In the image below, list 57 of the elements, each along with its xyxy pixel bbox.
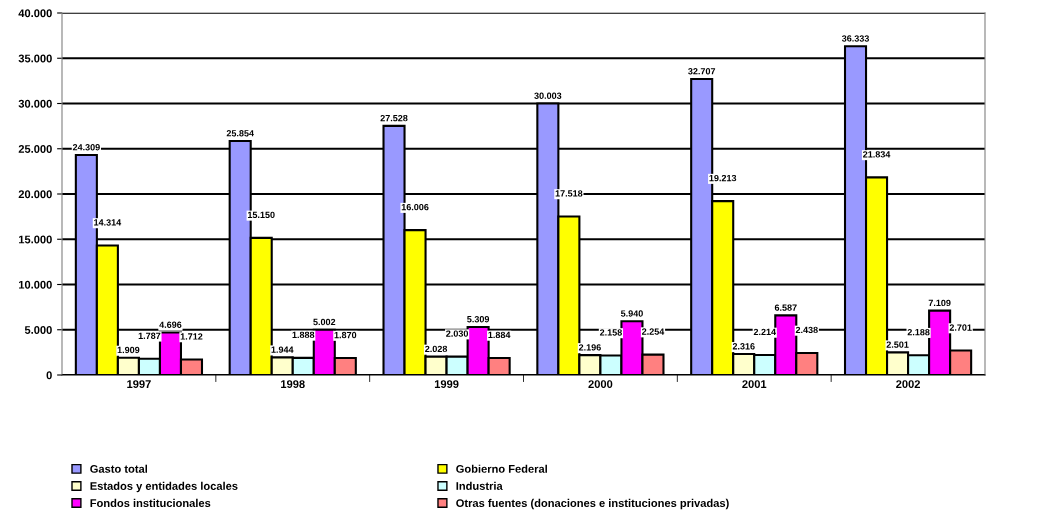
y-tick-label: 10.000 xyxy=(19,280,52,289)
data-label: 2.701 xyxy=(949,324,972,331)
data-label: 2.501 xyxy=(886,341,909,348)
data-label: 17.518 xyxy=(555,190,583,197)
data-label: 16.006 xyxy=(401,203,429,211)
y-tick-label: 40.000 xyxy=(18,9,52,18)
data-label: 2.438 xyxy=(795,326,818,334)
y-tick-label: 35.000 xyxy=(18,54,52,63)
data-label: 2.214 xyxy=(753,328,777,336)
y-tick-label: 0 xyxy=(46,371,52,380)
data-label: 5.940 xyxy=(620,310,643,317)
y-tick-label: 25.000 xyxy=(18,145,52,153)
data-label: 5.309 xyxy=(467,316,490,323)
y-tick-label: 5.000 xyxy=(24,326,52,334)
data-label: 2.030 xyxy=(446,330,469,337)
data-label: 36.333 xyxy=(841,35,869,42)
data-label: 1.888 xyxy=(292,331,315,339)
y-tick-label: 30.000 xyxy=(18,99,52,108)
data-label: 1.787 xyxy=(138,332,161,339)
data-label: 1.944 xyxy=(271,346,294,353)
data-label: 25.854 xyxy=(226,130,254,137)
x-tick-label: 2001 xyxy=(742,380,767,389)
legend-label: Estados y entidades locales xyxy=(90,481,238,493)
data-label: 1.884 xyxy=(488,331,511,339)
data-label: 2.158 xyxy=(599,329,622,336)
data-label: 1.870 xyxy=(334,331,357,339)
data-label: 32.707 xyxy=(688,68,716,75)
y-tick-label: 15.000 xyxy=(19,235,52,244)
data-label: 2.254 xyxy=(641,328,665,335)
legend-label: Gasto total xyxy=(90,464,148,473)
data-label: 19.213 xyxy=(709,174,737,182)
data-label: 7.109 xyxy=(928,299,951,307)
data-label: 27.528 xyxy=(380,114,408,122)
data-label: 14.314 xyxy=(94,219,122,226)
legend-label: Industria xyxy=(456,481,503,490)
x-tick-label: 1998 xyxy=(281,380,305,389)
x-tick-label: 2000 xyxy=(588,380,613,389)
data-label: 15.150 xyxy=(247,211,275,219)
data-label: 2.196 xyxy=(578,344,601,351)
data-label: 1.712 xyxy=(180,333,203,340)
y-tick-label: 20.000 xyxy=(18,190,52,199)
data-label: 21.834 xyxy=(863,151,891,158)
data-label: 5.002 xyxy=(313,318,336,326)
data-label: 4.696 xyxy=(159,321,182,328)
data-label: 24.309 xyxy=(72,144,100,151)
legend-label: Otras fuentes (donaciones e instituciones privadas) xyxy=(456,498,729,510)
data-label: 2.188 xyxy=(907,328,930,336)
data-label: 30.003 xyxy=(534,92,562,99)
data-label: 1.909 xyxy=(117,346,140,354)
data-label: 2.028 xyxy=(425,345,448,353)
data-label: 2.316 xyxy=(732,343,755,350)
x-tick-label: 1999 xyxy=(434,380,459,389)
data-label: 6.587 xyxy=(774,304,797,311)
x-tick-label: 1997 xyxy=(127,380,151,389)
legend-label: Gobierno Federal xyxy=(456,464,547,473)
legend-label: Fondos institucionales xyxy=(90,498,211,508)
x-tick-label: 2002 xyxy=(896,380,920,389)
